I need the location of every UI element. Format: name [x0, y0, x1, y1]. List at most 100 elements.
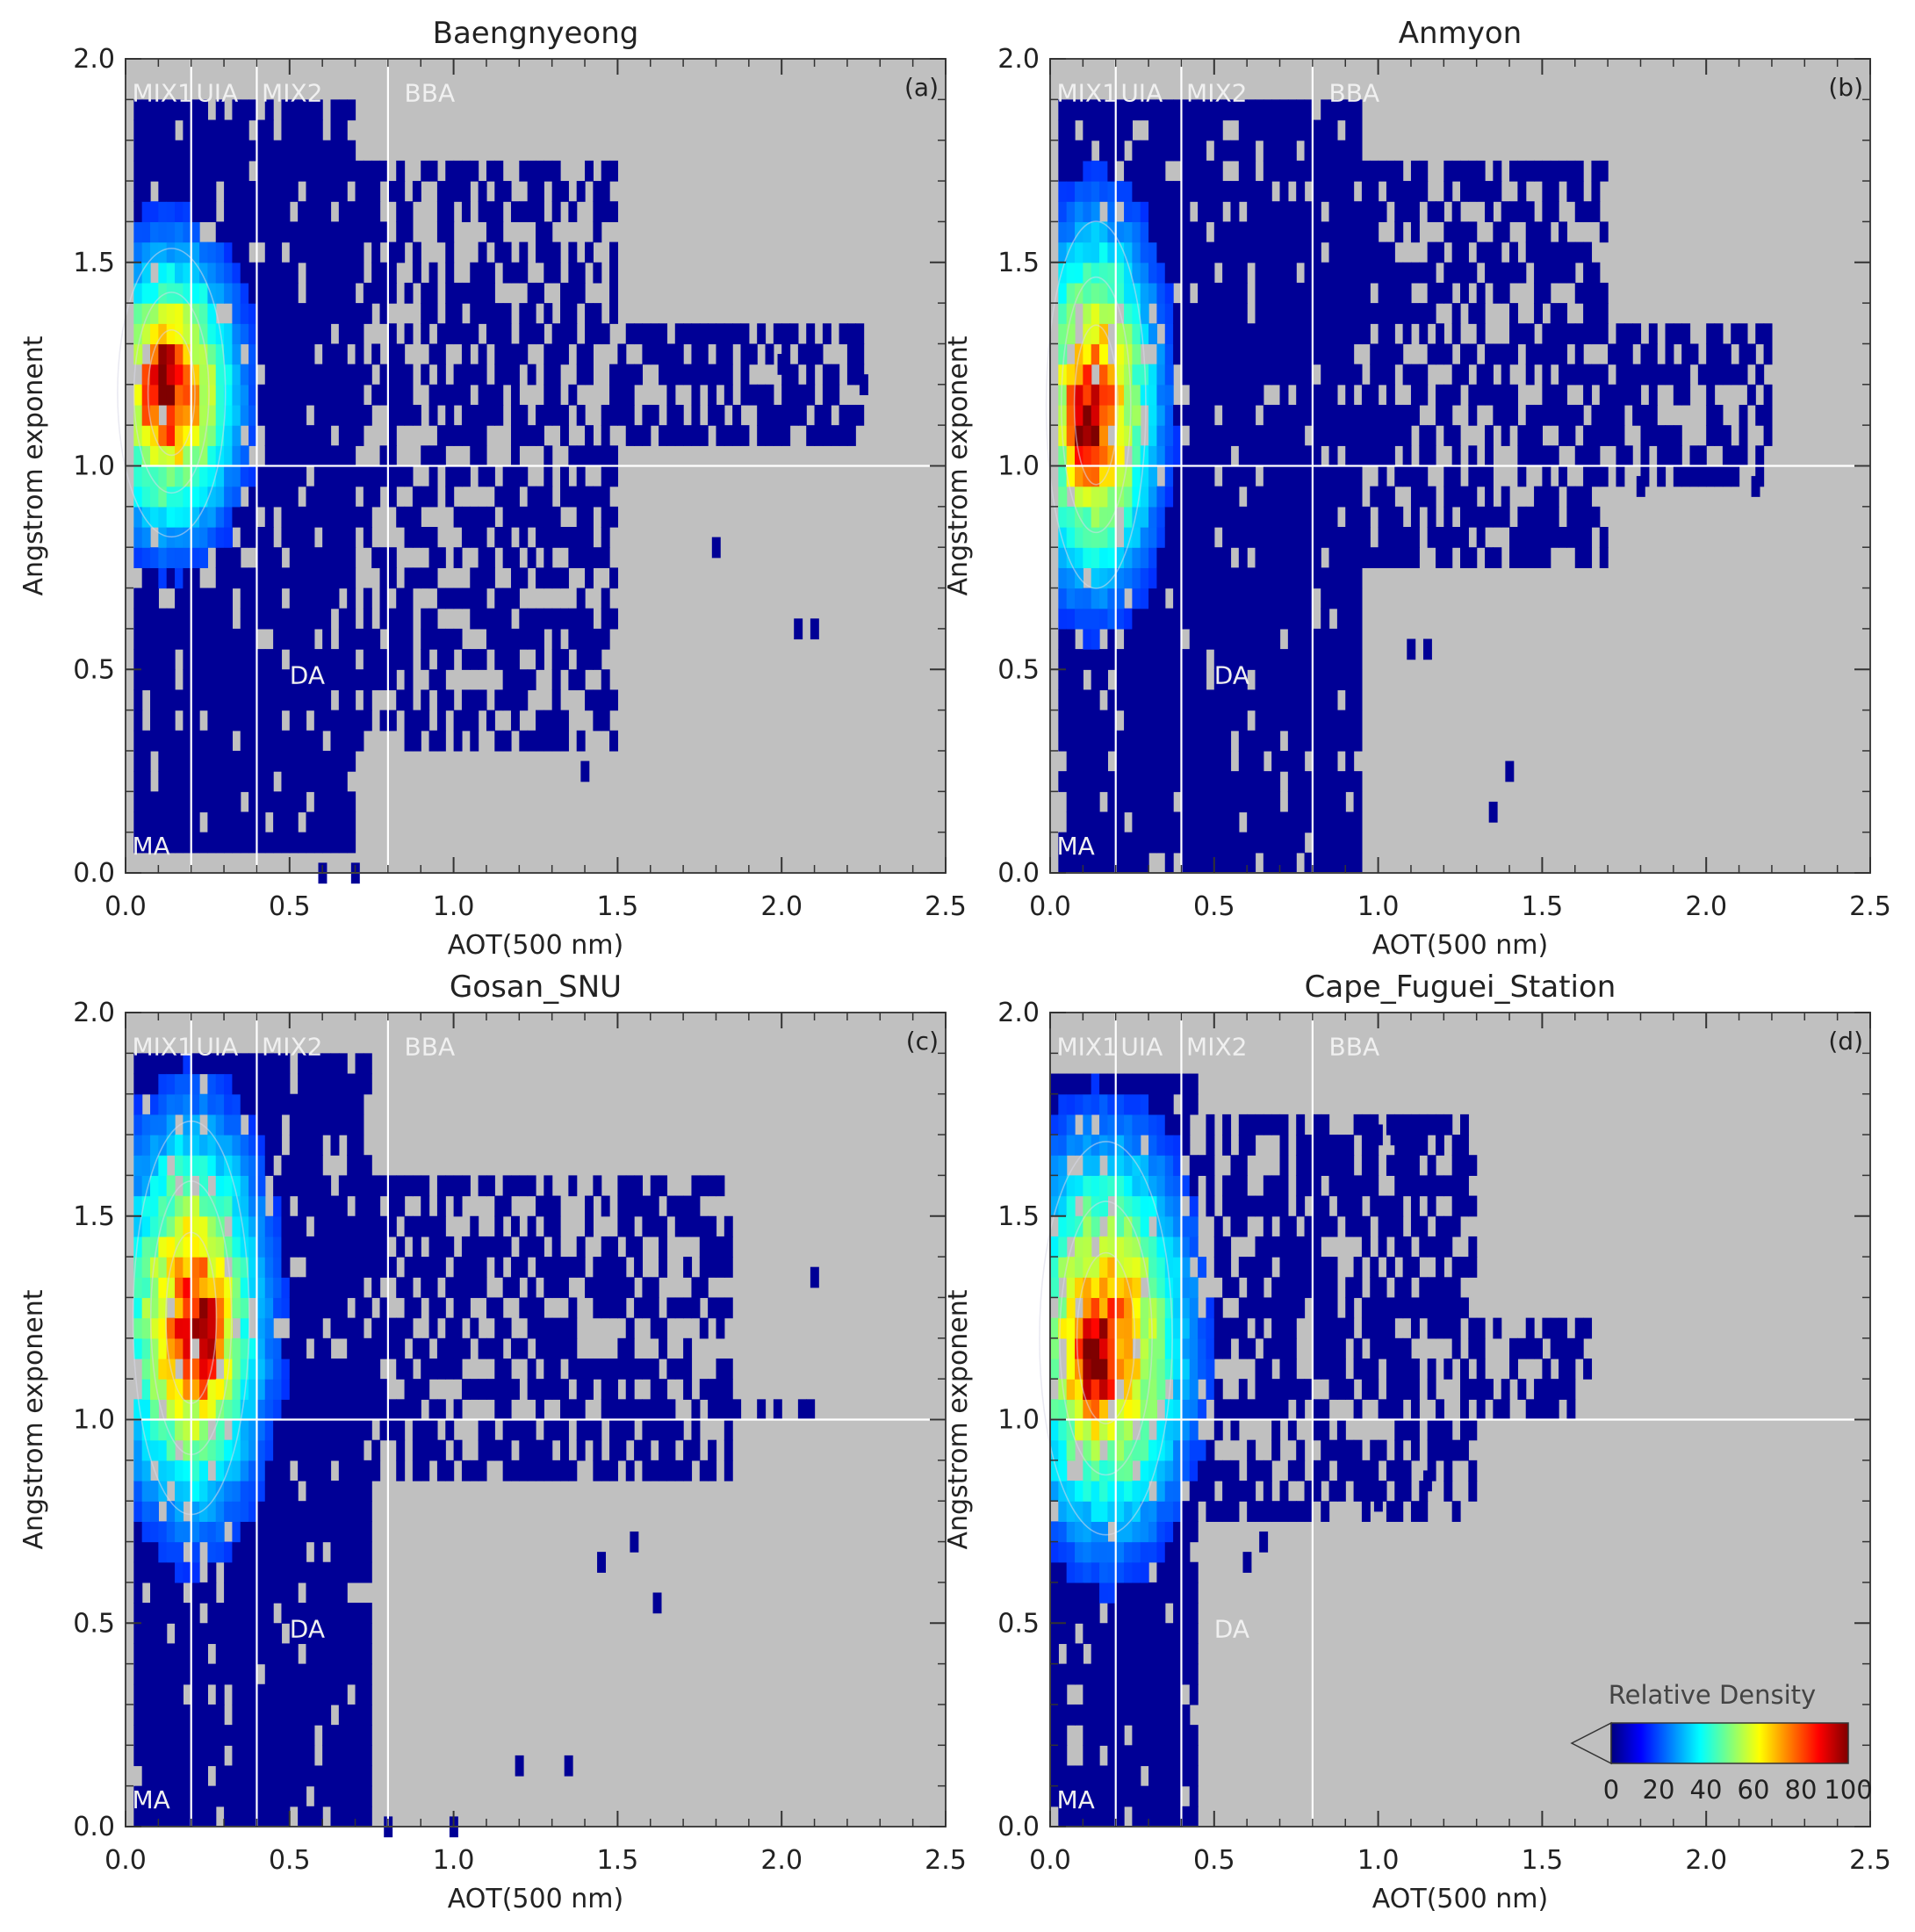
- panel-c-density-cell: [527, 1439, 536, 1461]
- panel-c-density-cell: [215, 1114, 225, 1135]
- panel-c-density-cell: [175, 1521, 184, 1543]
- panel-b-density-cell: [1255, 364, 1264, 386]
- panel-b-density-cell: [1107, 181, 1117, 202]
- panel-b-density-cell: [1271, 119, 1281, 141]
- panel-a-density-cell: [166, 811, 176, 833]
- panel-b-density-cell: [1296, 465, 1306, 487]
- panel-c-density-cell: [289, 1358, 299, 1380]
- panel-a-density-cell: [421, 445, 430, 467]
- panel-b-density-cell: [1189, 181, 1199, 202]
- panel-b-density-cell: [1566, 486, 1576, 508]
- panel-b-density-cell: [1336, 628, 1346, 650]
- panel-a-density-cell: [461, 364, 471, 386]
- panel-c-density-cell: [650, 1215, 659, 1237]
- panel-c-density-cell: [207, 1135, 217, 1156]
- panel-b-density-cell: [1132, 384, 1141, 406]
- panel-b-density-cell: [1132, 791, 1141, 813]
- panel-b-density-cell: [1681, 323, 1691, 345]
- panel-a-density-cell: [510, 710, 520, 732]
- panel-b-density-cell: [1534, 303, 1543, 324]
- panel-a-density-cell: [576, 465, 586, 487]
- panel-c-density-cell: [355, 1155, 364, 1176]
- panel-a-density-cell: [428, 262, 438, 284]
- panel-a-density-cell: [240, 181, 249, 202]
- panel-b-density-cell: [1263, 119, 1272, 141]
- panel-a-density-cell: [199, 791, 208, 813]
- panel-b-density-cell: [1402, 445, 1412, 467]
- panel-a-density-cell: [298, 669, 307, 691]
- panel-b-density-cell: [1321, 282, 1330, 304]
- panel-c-density-cell: [659, 1460, 668, 1481]
- panel-a-density-cell: [306, 160, 315, 182]
- panel-a-density-cell: [273, 465, 283, 487]
- panel-c-density-cell: [338, 1297, 348, 1319]
- panel-c-density-cell: [150, 1725, 159, 1746]
- panel-a-density-cell: [240, 323, 249, 345]
- panel-c-density-cell: [421, 1439, 430, 1461]
- panel-a-density-cell: [347, 445, 356, 467]
- panel-a-density-cell: [306, 669, 315, 691]
- panel-c-density-cell: [256, 1501, 266, 1522]
- panel-a-density-cell: [224, 323, 234, 345]
- panel-a-density-cell: [551, 710, 561, 732]
- panel-a-density-cell: [536, 567, 544, 589]
- panel-c-density-cell: [166, 1236, 176, 1258]
- panel-c-density-cell: [215, 1337, 225, 1359]
- panel-c-density-cell: [141, 1419, 151, 1441]
- panel-c-density-cell: [313, 1297, 323, 1319]
- panel-c-density-cell: [232, 1439, 241, 1461]
- panel-c-density-cell: [617, 1175, 627, 1197]
- panel-c-density-cell: [232, 1073, 241, 1095]
- panel-c-density-cell: [232, 1277, 241, 1299]
- panel-c-density-cell: [494, 1236, 504, 1258]
- panel-b-density-cell: [1140, 465, 1149, 487]
- panel-b-density-cell: [1189, 364, 1199, 386]
- panel-b-density-cell: [1164, 201, 1174, 223]
- panel-b-density-cell: [1763, 404, 1773, 426]
- panel-a-density-cell: [166, 364, 176, 386]
- panel-c-density-cell: [183, 1481, 192, 1502]
- panel-c-density-cell: [232, 1765, 241, 1787]
- panel-b-density-cell: [1468, 486, 1478, 508]
- panel-c-density-cell: [248, 1215, 258, 1237]
- panel-b-density-cell: [1132, 669, 1141, 691]
- panel-c-density-cell: [470, 1379, 479, 1400]
- panel-c-density-cell: [191, 1501, 200, 1522]
- panel-b-density-cell: [1312, 343, 1321, 365]
- panel-b-density-cell: [1534, 343, 1543, 365]
- panel-c-density-cell: [215, 1297, 225, 1319]
- panel-b-density-cell: [1328, 119, 1338, 141]
- panel-a-density-cell: [191, 262, 200, 284]
- panel-c-density-cell: [585, 1419, 594, 1441]
- panel-a-density-cell: [379, 221, 389, 243]
- panel-b-density-cell: [1189, 303, 1199, 324]
- panel-a-density-cell: [445, 384, 455, 406]
- panel-b-density-cell: [1328, 404, 1338, 426]
- panel-b-density-cell: [1115, 221, 1125, 243]
- panel-c-density-cell: [338, 1765, 348, 1787]
- panel-b-density-cell: [1697, 364, 1707, 386]
- panel-c-density-cell: [355, 1175, 364, 1197]
- panel-a-density-cell: [510, 649, 520, 670]
- panel-c-density-cell: [436, 1358, 446, 1380]
- panel-a-density-cell: [404, 588, 414, 609]
- panel-a-density-cell: [232, 506, 241, 528]
- panel-a-density-cell: [536, 486, 544, 508]
- panel-b-density-cell: [1370, 486, 1379, 508]
- panel-a-density-cell: [347, 242, 356, 263]
- panel-b-density-cell: [1312, 303, 1321, 324]
- panel-b-density-cell: [1394, 404, 1404, 426]
- panel-c-density-cell: [445, 1277, 455, 1299]
- panel-b-density-cell: [1287, 567, 1297, 589]
- panel-b-density-cell: [1681, 343, 1691, 365]
- panel-b-density-cell: [1559, 323, 1568, 345]
- panel-a-density-cell: [240, 527, 249, 548]
- panel-c-density-cell: [338, 1358, 348, 1380]
- panel-a-density-cell: [158, 750, 168, 772]
- panel-b-density-cell: [1271, 404, 1281, 426]
- panel-b-density-cell: [1148, 404, 1158, 426]
- panel-c-density-cell: [617, 1419, 627, 1441]
- panel-c-density-cell: [248, 1561, 258, 1583]
- panel-b-density-cell: [1574, 201, 1584, 223]
- panel-a-density-cell: [576, 181, 586, 202]
